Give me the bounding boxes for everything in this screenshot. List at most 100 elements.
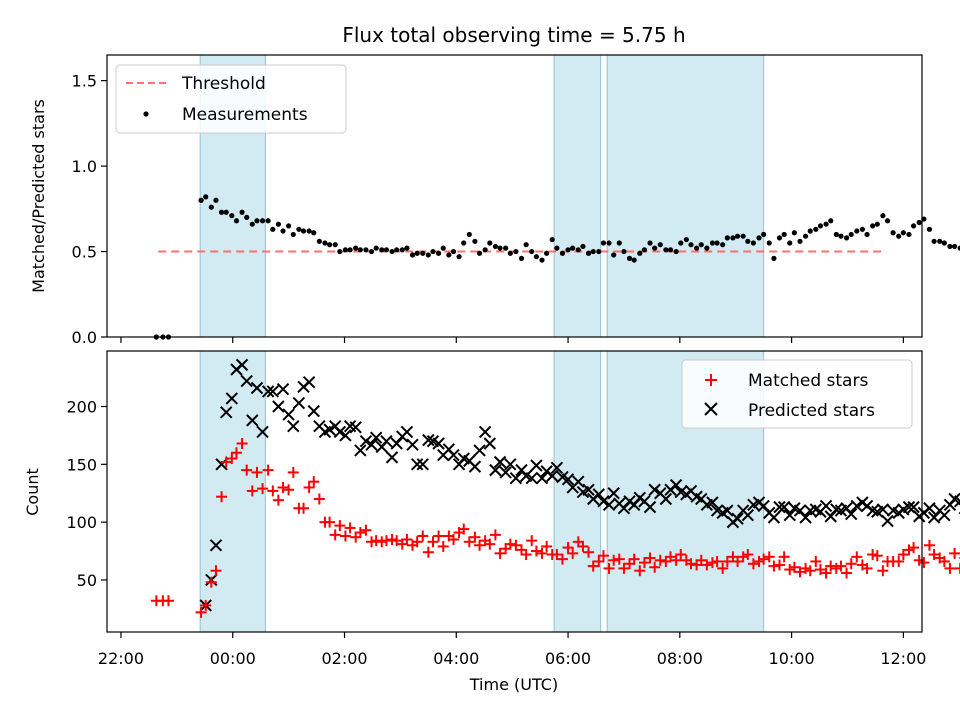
measurement-point-26	[316, 238, 322, 244]
matched-point-92	[654, 554, 666, 566]
shaded-interval-top-1	[553, 54, 602, 338]
measurement-point-34	[357, 247, 363, 253]
top-y-tick-label-0: 0.0	[72, 328, 97, 347]
matched-point-14	[251, 466, 263, 478]
measurement-point-94	[667, 247, 674, 253]
predicted-stars-series	[199, 358, 960, 612]
matched-point-138	[893, 555, 905, 567]
measurement-point-113	[766, 240, 772, 246]
predicted-point-72	[572, 475, 585, 488]
measurement-point-110	[750, 240, 757, 246]
predicted-point-48	[447, 448, 460, 462]
measurement-point-36	[368, 248, 375, 255]
matched-point-116	[778, 551, 790, 563]
top-y-axis: 0.0 0.5 1.0 1.5	[72, 72, 107, 347]
matched-point-59	[484, 538, 496, 550]
top-legend-box	[115, 64, 347, 134]
measurement-point-122	[813, 226, 819, 232]
matched-point-101	[701, 559, 713, 571]
matched-point-141	[908, 542, 920, 554]
x-tick-label-5: 08:00	[657, 649, 703, 668]
top-plot-frame	[106, 54, 923, 338]
matched-point-60	[489, 529, 501, 541]
predicted-point-2	[209, 539, 223, 552]
measurement-point-57	[476, 250, 483, 256]
predicted-point-125	[845, 507, 858, 521]
measurement-point-101	[704, 245, 710, 251]
predicted-point-9	[246, 414, 259, 427]
matched-point-26	[313, 493, 325, 505]
matched-point-112	[758, 553, 770, 565]
predicted-point-13	[266, 385, 280, 398]
measurement-point-81	[600, 240, 607, 246]
measurement-point-84	[616, 240, 622, 246]
predicted-point-41	[410, 458, 424, 471]
x-tick-label-3: 04:00	[433, 649, 479, 668]
bottom-y-tick-label-3: 200	[66, 398, 97, 417]
measurement-point-88	[637, 250, 643, 256]
top-y-tick-label-1: 0.5	[72, 243, 97, 262]
predicted-point-67	[546, 469, 559, 483]
predicted-point-18	[292, 396, 306, 410]
predicted-point-56	[489, 463, 502, 477]
measurement-point-95	[673, 248, 679, 255]
predicted-point-101	[721, 504, 734, 517]
measurement-point-31	[342, 247, 349, 253]
matched-point-18	[272, 494, 284, 506]
measurement-point-77	[580, 243, 586, 250]
matched-point-91	[649, 561, 661, 573]
count-panel: 50 100 150 200 22:00 00:00 02:00 04:00 06:00 08:…	[23, 350, 960, 694]
measurement-point-121	[807, 228, 813, 234]
matched-point-82	[603, 562, 615, 574]
measurement-point-141	[911, 223, 917, 229]
matched-point-127	[835, 560, 847, 572]
measurement-point-118	[791, 230, 797, 236]
predicted-point-31	[359, 434, 373, 448]
measurement-point-82	[606, 240, 612, 246]
measurement-point-54	[461, 240, 467, 246]
matched-point-9	[226, 453, 238, 465]
matched-point-87	[628, 553, 640, 565]
measurement-point-127	[838, 233, 844, 239]
matched-point-55	[463, 536, 475, 548]
measurement-point-52	[450, 248, 457, 255]
matched-point-12	[241, 464, 253, 476]
matched-legend-swatch	[705, 374, 717, 386]
measurement-point-28	[327, 242, 333, 248]
measurement-point-132	[864, 231, 870, 238]
matched-point-89	[638, 557, 650, 569]
matched-point-75	[567, 547, 579, 559]
measurement-point-39	[383, 247, 390, 253]
measurement-point-114	[771, 255, 777, 261]
predicted-point-65	[535, 471, 549, 485]
matched-point-129	[845, 558, 857, 570]
predicted-point-55	[483, 437, 497, 450]
predicted-point-54	[478, 425, 492, 439]
matched-point-63	[504, 538, 516, 550]
predicted-point-17	[287, 419, 300, 433]
predicted-point-89	[659, 492, 673, 506]
measurement-point-29	[332, 242, 338, 248]
measurement-point-20	[286, 223, 292, 229]
measurement-point-18	[275, 221, 281, 227]
matched-point-43	[401, 533, 413, 545]
matched-point-23	[298, 502, 310, 514]
measurement-point-46	[420, 250, 426, 256]
matched-point-73	[556, 553, 568, 565]
measurement-point-10	[233, 218, 240, 224]
measurement-point-62	[503, 245, 509, 251]
measurement-point-5	[208, 204, 214, 210]
matched-point-2	[162, 595, 174, 607]
predicted-point-24	[323, 423, 336, 436]
predicted-point-21	[307, 404, 320, 418]
matched-point-21	[287, 466, 299, 478]
predicted-point-70	[561, 473, 575, 486]
matched-point-90	[644, 552, 656, 564]
measurement-point-97	[683, 236, 689, 243]
measurement-point-48	[430, 248, 436, 255]
measurement-point-24	[306, 228, 312, 234]
matched-point-148	[944, 562, 956, 574]
measurement-point-68	[533, 254, 539, 260]
matched-point-68	[530, 545, 542, 557]
predicted-point-79	[607, 487, 620, 500]
